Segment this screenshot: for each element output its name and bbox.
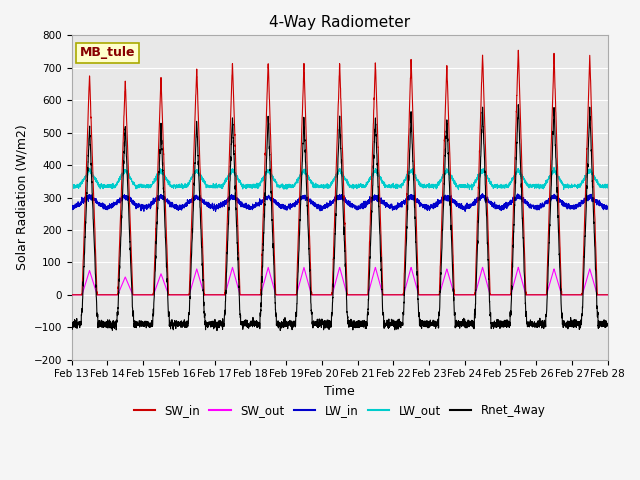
X-axis label: Time: Time xyxy=(324,385,355,398)
Y-axis label: Solar Radiation (W/m2): Solar Radiation (W/m2) xyxy=(15,125,28,270)
Text: MB_tule: MB_tule xyxy=(80,47,135,60)
Legend: SW_in, SW_out, LW_in, LW_out, Rnet_4way: SW_in, SW_out, LW_in, LW_out, Rnet_4way xyxy=(129,399,550,422)
Title: 4-Way Radiometer: 4-Way Radiometer xyxy=(269,15,410,30)
